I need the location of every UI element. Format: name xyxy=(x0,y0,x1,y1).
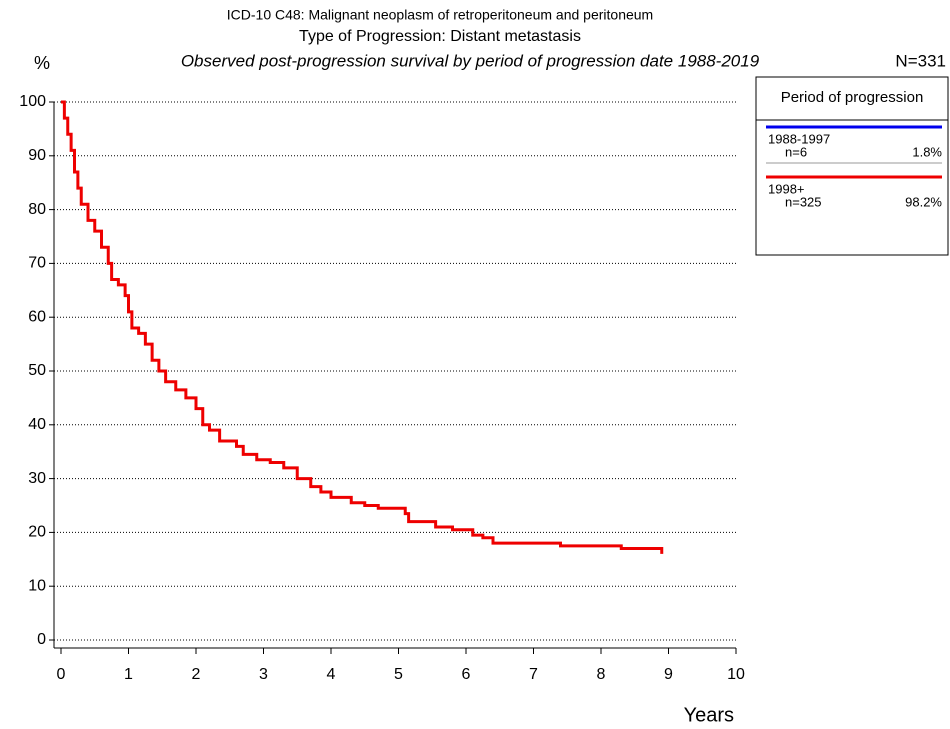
y-tick-label: 70 xyxy=(28,255,46,272)
y-tick-label: 90 xyxy=(28,147,46,164)
y-tick-label: 10 xyxy=(28,577,46,594)
x-tick-label: 4 xyxy=(327,666,336,683)
x-tick-label: 3 xyxy=(259,666,268,683)
y-tick-label: 20 xyxy=(28,524,46,541)
x-tick-label: 9 xyxy=(664,666,673,683)
x-axis-label: Years xyxy=(684,704,734,726)
chart-description: Observed post-progression survival by pe… xyxy=(181,51,760,70)
total-count: N=331 xyxy=(895,51,946,70)
x-tick-label: 0 xyxy=(57,666,66,683)
legend-label: 1998+ xyxy=(768,181,805,196)
x-tick-label: 5 xyxy=(394,666,403,683)
y-tick-label: 50 xyxy=(28,362,46,379)
legend-share: 98.2% xyxy=(905,194,942,209)
legend-label: 1988-1997 xyxy=(768,131,830,146)
y-tick-label: 30 xyxy=(28,470,46,487)
legend-box xyxy=(755,76,949,256)
legend-share: 1.8% xyxy=(912,144,942,159)
x-tick-label: 7 xyxy=(529,666,538,683)
y-tick-label: 40 xyxy=(28,416,46,433)
legend-n: n=325 xyxy=(785,194,822,209)
y-tick-label: 60 xyxy=(28,308,46,325)
y-tick-label: 100 xyxy=(19,93,46,110)
x-tick-label: 6 xyxy=(462,666,471,683)
x-tick-label: 2 xyxy=(192,666,201,683)
y-tick-label: 80 xyxy=(28,201,46,218)
legend-n: n=6 xyxy=(785,144,807,159)
x-tick-label: 8 xyxy=(597,666,606,683)
survival-curve xyxy=(61,100,664,554)
legend-title: Period of progression xyxy=(781,89,924,106)
chart-title: ICD-10 C48: Malignant neoplasm of retrop… xyxy=(227,7,653,23)
y-axis-label: % xyxy=(34,53,50,73)
x-tick-label: 10 xyxy=(727,666,745,683)
y-tick-label: 0 xyxy=(37,631,46,648)
x-tick-label: 1 xyxy=(124,666,133,683)
chart-subtitle: Type of Progression: Distant metastasis xyxy=(299,28,581,45)
